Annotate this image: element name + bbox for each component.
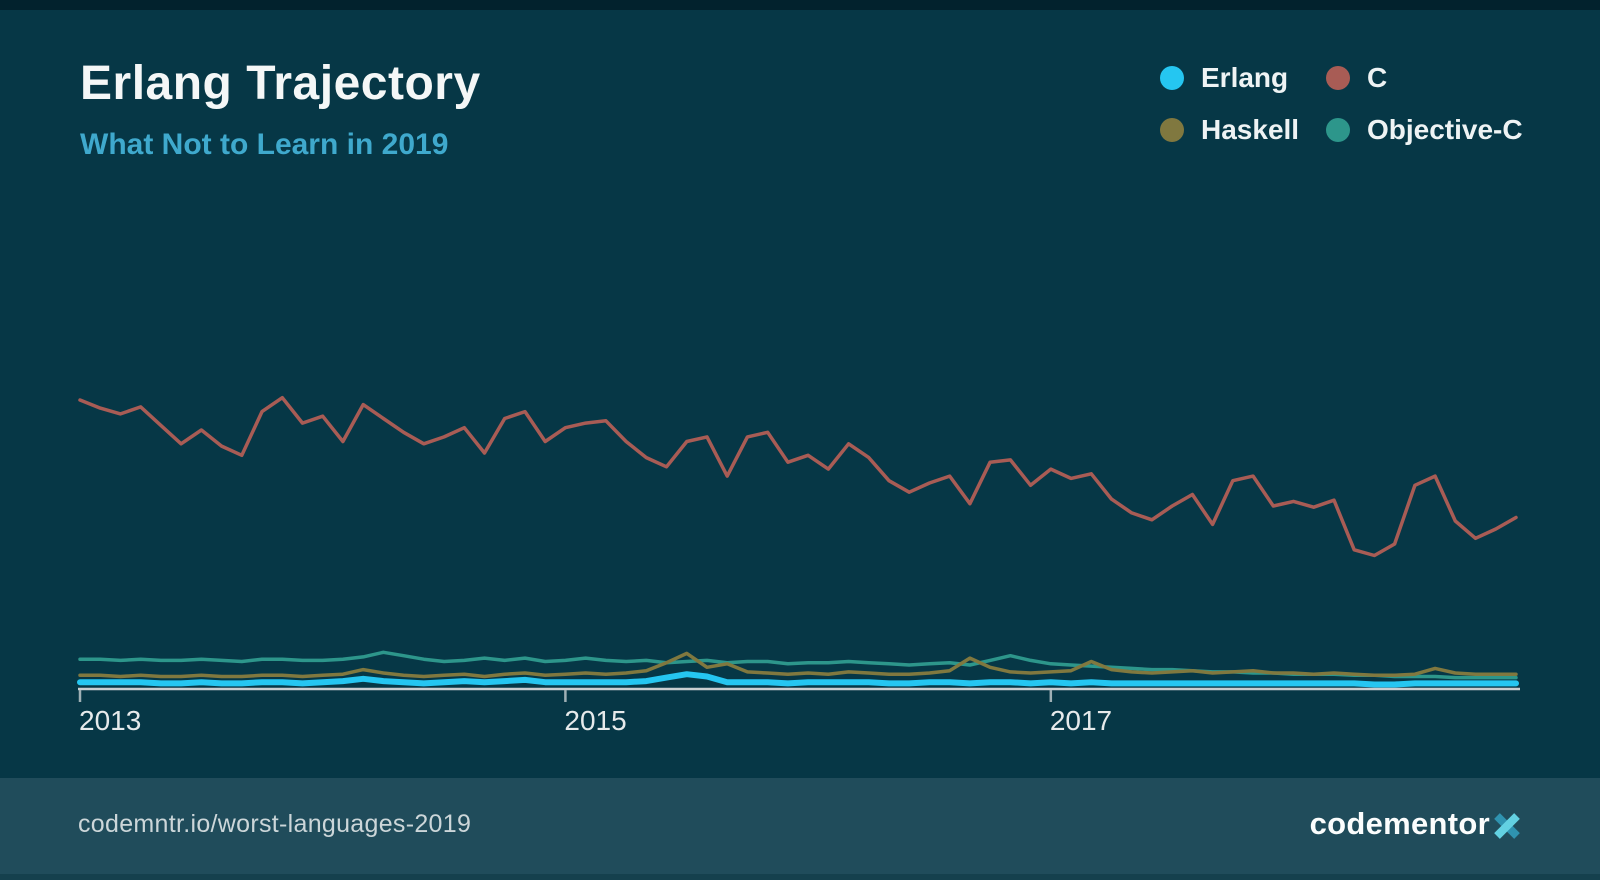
erlang-series-dot-icon [1160, 66, 1184, 90]
series-line-haskell [78, 651, 1518, 679]
legend-label-objective-c: Objective-C [1367, 114, 1523, 145]
page-subtitle: What Not to Learn in 2019 [80, 128, 449, 161]
x-tick-label: 2013 [79, 705, 141, 736]
legend-label-haskell: Haskell [1201, 114, 1300, 145]
bottom-edge-strip [0, 874, 1600, 880]
codementor-x-icon [1494, 813, 1520, 839]
legend-item-c: C [1326, 60, 1523, 96]
page-title: Erlang Trajectory [80, 57, 481, 110]
codementorx-logo: codementor [1310, 806, 1522, 842]
series-line-erlang [77, 671, 1519, 688]
legend-item-haskell: Haskell [1160, 112, 1326, 148]
legend-label-c: C [1367, 62, 1388, 93]
x-tick-label: 2017 [1050, 705, 1112, 736]
series-line-c [78, 395, 1518, 558]
codementor-wordmark: codementor [1309, 806, 1490, 841]
haskell-series-dot-icon [1160, 118, 1184, 142]
legend-item-erlang: Erlang [1160, 60, 1326, 96]
c-series-dot-icon [1326, 66, 1350, 90]
x-tick-label: 2015 [564, 705, 626, 736]
objective-c-series-dot-icon [1326, 118, 1350, 142]
footer-url: codemntr.io/worst-languages-2019 [78, 809, 472, 838]
legend: Erlang C Haskell Objective-C [1160, 60, 1523, 148]
footer-bar: codemntr.io/worst-languages-2019 codemen… [0, 778, 1600, 880]
top-edge-strip [0, 0, 1600, 10]
legend-label-erlang: Erlang [1201, 62, 1289, 93]
legend-item-objective-c: Objective-C [1326, 112, 1523, 148]
